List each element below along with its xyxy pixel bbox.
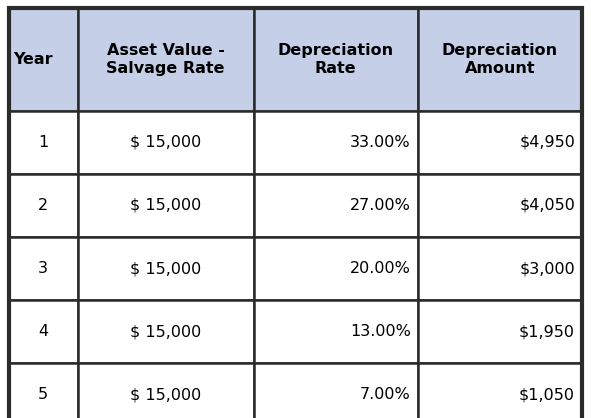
Text: $1,050: $1,050 <box>519 387 575 402</box>
Text: 3: 3 <box>38 261 48 276</box>
Bar <box>418 237 582 300</box>
Text: Year: Year <box>14 52 53 67</box>
Text: 13.00%: 13.00% <box>350 324 411 339</box>
Text: $4,050: $4,050 <box>519 198 575 213</box>
Text: $ 15,000: $ 15,000 <box>130 261 202 276</box>
Bar <box>254 363 418 418</box>
Bar <box>254 237 418 300</box>
Bar <box>77 237 254 300</box>
Bar <box>418 8 582 111</box>
Bar <box>9 300 77 363</box>
Text: Depreciation
Rate: Depreciation Rate <box>278 43 394 76</box>
Text: $ 15,000: $ 15,000 <box>130 324 202 339</box>
Text: 7.00%: 7.00% <box>360 387 411 402</box>
Bar <box>418 111 582 174</box>
Bar <box>77 8 254 111</box>
Text: $3,000: $3,000 <box>519 261 575 276</box>
Bar <box>77 300 254 363</box>
Bar <box>254 300 418 363</box>
Bar <box>254 111 418 174</box>
Text: $ 15,000: $ 15,000 <box>130 198 202 213</box>
Bar <box>418 174 582 237</box>
Text: 33.00%: 33.00% <box>350 135 411 150</box>
Text: 5: 5 <box>38 387 48 402</box>
Text: 1: 1 <box>38 135 48 150</box>
Bar <box>9 111 77 174</box>
Text: Depreciation
Amount: Depreciation Amount <box>442 43 558 76</box>
Bar <box>9 174 77 237</box>
Text: $ 15,000: $ 15,000 <box>130 387 202 402</box>
Text: Asset Value -
Salvage Rate: Asset Value - Salvage Rate <box>106 43 225 76</box>
Text: $ 15,000: $ 15,000 <box>130 135 202 150</box>
Bar <box>9 237 77 300</box>
Text: $1,950: $1,950 <box>519 324 575 339</box>
Bar <box>9 8 77 111</box>
Bar <box>77 363 254 418</box>
Bar <box>77 111 254 174</box>
Text: $4,950: $4,950 <box>519 135 575 150</box>
Bar <box>9 363 77 418</box>
Bar <box>254 174 418 237</box>
Bar <box>418 300 582 363</box>
Bar <box>418 363 582 418</box>
Text: 4: 4 <box>38 324 48 339</box>
Bar <box>254 8 418 111</box>
Text: 2: 2 <box>38 198 48 213</box>
Text: 27.00%: 27.00% <box>350 198 411 213</box>
Bar <box>77 174 254 237</box>
Text: 20.00%: 20.00% <box>350 261 411 276</box>
